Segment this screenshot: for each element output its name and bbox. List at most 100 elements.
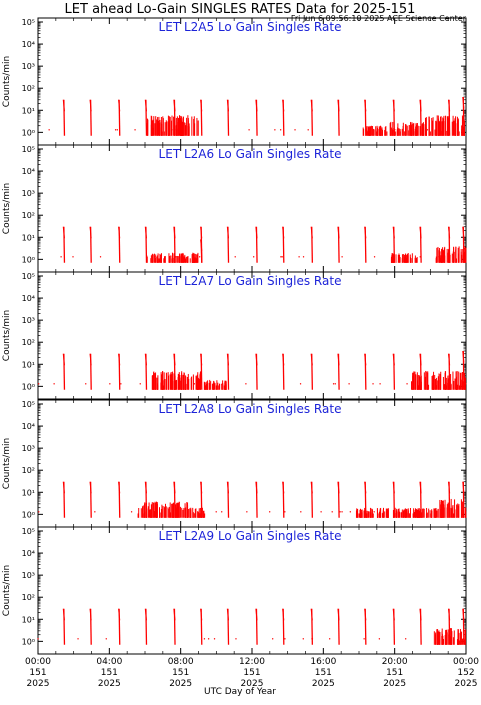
data-spike-head	[310, 226, 313, 239]
data-point	[221, 383, 224, 385]
panel-frame	[37, 526, 467, 655]
panel-title: LET L2A8 Lo Gain Singles Rate	[159, 402, 342, 416]
data-point	[72, 256, 74, 258]
data-spike-head	[447, 99, 451, 112]
data-point	[341, 256, 343, 258]
data-point	[280, 256, 282, 258]
data-point	[252, 256, 255, 258]
y-tick-label: 10²	[22, 211, 35, 220]
data-point	[464, 383, 467, 385]
data-point	[300, 511, 302, 513]
data-point	[341, 511, 343, 513]
data-spike-head	[282, 608, 285, 621]
data-spike-head	[419, 481, 422, 494]
data-point	[38, 511, 40, 513]
data-spike-head	[447, 608, 451, 621]
data-spike-head	[200, 226, 203, 239]
x-tick-day-label: 151	[29, 668, 46, 678]
data-point	[274, 129, 276, 131]
y-tick-label: 10²	[22, 338, 35, 347]
data-point	[248, 129, 250, 131]
data-point	[394, 129, 396, 131]
y-tick-label: 10⁵	[22, 272, 35, 281]
x-tick-year-label: 2025	[98, 679, 121, 689]
data-spike-head	[392, 99, 395, 112]
data-point	[105, 638, 107, 640]
chart-title: LET ahead Lo-Gain SINGLES RATES Data for…	[65, 2, 416, 17]
x-tick-day-label: 152	[457, 668, 474, 678]
data-spike-head	[118, 481, 121, 494]
data-spike-head	[200, 353, 203, 366]
data-spike-head	[282, 481, 285, 494]
data-point	[332, 383, 335, 385]
data-point	[134, 129, 136, 131]
data-point	[37, 383, 40, 385]
data-spike-head	[62, 608, 65, 621]
y-tick-label: 10³	[22, 571, 35, 580]
data-point	[415, 511, 418, 513]
data-spike-head	[89, 226, 92, 239]
x-tick-year-label: 2025	[27, 679, 50, 689]
data-spike-head	[144, 481, 147, 494]
y-tick-label: 10⁰	[22, 128, 35, 137]
data-spike-head	[255, 608, 258, 621]
panels-group: 10⁰ 10¹ 10² 10³ 10⁴ 10⁵ Counts/min LET L2A5 Lo …	[2, 17, 479, 689]
data-spike-head	[173, 353, 176, 366]
data-point	[246, 511, 248, 513]
data-spike-head	[282, 353, 285, 366]
data-spike-head	[337, 353, 340, 366]
data-spike-head	[89, 608, 92, 621]
y-tick-label: 10³	[22, 444, 35, 453]
panel-5: 10⁰ 10¹ 10² 10³ 10⁴ 10⁵ Counts/min LET L2A9 Lo …	[2, 526, 467, 655]
data-point	[139, 383, 141, 385]
y-tick-label: 10¹	[22, 488, 35, 497]
data-spike-head	[173, 226, 176, 239]
data-point	[203, 638, 206, 640]
data-spike-head	[255, 481, 258, 494]
x-tick-year-label: 2025	[169, 679, 192, 689]
data-point	[234, 256, 236, 258]
data-point	[207, 638, 210, 640]
data-point	[235, 638, 237, 640]
data-spike-head	[226, 353, 230, 366]
data-spike-head	[392, 481, 395, 494]
panel-title: LET L2A6 Lo Gain Singles Rate	[159, 147, 342, 161]
y-tick-label: 10¹	[22, 233, 35, 242]
y-tick-label: 10¹	[22, 360, 35, 369]
panel-frame	[37, 144, 467, 273]
x-tick-year-label: 2025	[312, 679, 335, 689]
data-point	[99, 256, 102, 258]
data-spike-head	[462, 481, 465, 494]
data-point	[37, 638, 39, 640]
panel-1: 10⁰ 10¹ 10² 10³ 10⁴ 10⁵ Counts/min LET L2A5 Lo …	[2, 17, 467, 146]
data-spike-head	[310, 608, 313, 621]
y-tick-label: 10¹	[22, 106, 35, 115]
data-point	[426, 129, 429, 131]
data-point	[175, 256, 177, 258]
data-spike-head	[310, 481, 313, 494]
panel-4: 10⁰ 10¹ 10² 10³ 10⁴ 10⁵ Counts/min LET L2A8 Lo …	[2, 399, 467, 528]
data-spike-head	[226, 608, 230, 621]
data-spike-head	[337, 608, 340, 621]
data-point	[193, 383, 196, 385]
data-spike-head	[200, 608, 203, 621]
data-spike-head	[144, 353, 147, 366]
data-point	[380, 129, 383, 131]
data-point	[298, 256, 300, 258]
data-point	[331, 511, 333, 513]
y-tick-label: 10³	[22, 62, 35, 71]
y-tick-label: 10⁰	[22, 255, 35, 264]
panel-title: LET L2A9 Lo Gain Singles Rate	[159, 529, 342, 543]
data-point	[328, 638, 331, 640]
y-tick-label: 10²	[22, 466, 35, 475]
data-spike-head	[226, 99, 230, 112]
data-point	[53, 383, 55, 385]
y-tick-label: 10⁵	[22, 145, 35, 154]
data-point	[171, 129, 173, 131]
data-spike-head	[226, 481, 230, 494]
data-point	[320, 511, 322, 513]
data-point	[378, 638, 381, 640]
data-point	[215, 511, 217, 513]
